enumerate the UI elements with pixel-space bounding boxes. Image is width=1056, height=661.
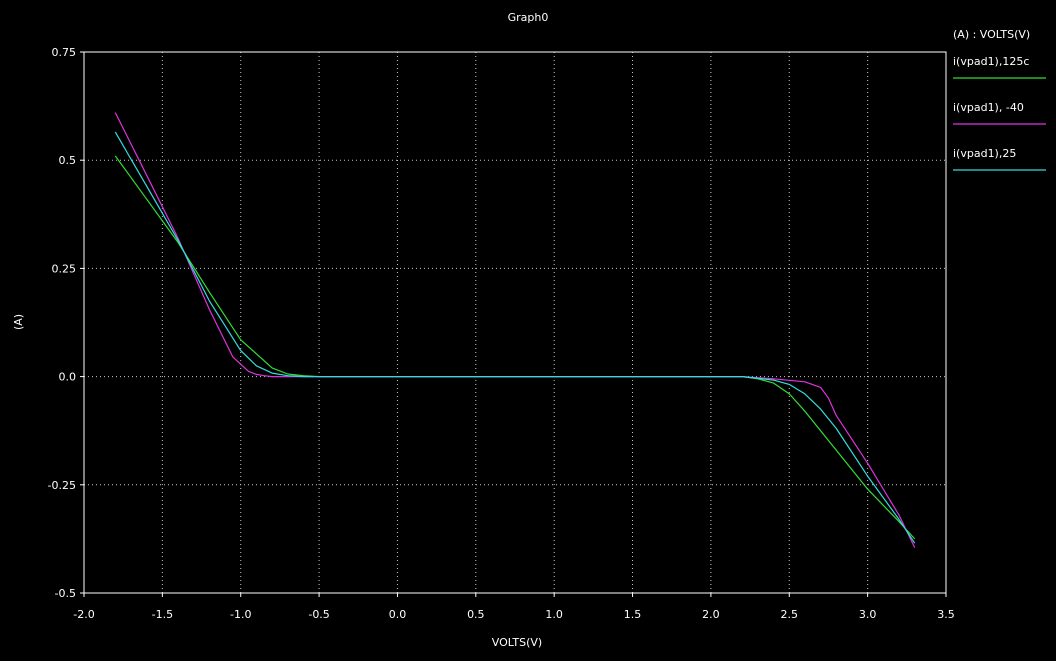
legend-item[interactable]: i(vpad1), -40 [953,101,1046,125]
x-tick-label: 2.5 [781,608,799,621]
legend-label: i(vpad1), -40 [953,101,1024,114]
chart-title: Graph0 [508,11,549,24]
x-tick-label: 3.0 [859,608,877,621]
x-axis-label: VOLTS(V) [492,636,542,649]
x-tick-label: 3.5 [937,608,955,621]
y-tick-label: 0.75 [52,46,77,59]
x-tick-label: 1.5 [624,608,642,621]
series-line [114,131,916,544]
x-tick-label: -0.5 [308,608,329,621]
legend-item[interactable]: i(vpad1),25 [953,147,1046,171]
x-tick-label: 2.0 [702,608,720,621]
y-tick-label: 0.25 [52,262,77,275]
series-line [114,112,916,548]
y-tick-label: -0.5 [55,587,76,600]
y-tick-label: 0.0 [59,371,77,384]
legend-label: i(vpad1),25 [953,147,1016,160]
x-tick-label: 1.0 [545,608,563,621]
y-axis-label: (A) [12,314,25,330]
legend-label: i(vpad1),125c [953,55,1029,68]
x-tick-label: -2.0 [73,608,94,621]
x-tick-label: -1.0 [230,608,251,621]
y-tick-label: 0.5 [59,154,77,167]
legend[interactable]: i(vpad1),125c i(vpad1), -40 i(vpad1),25 [953,55,1046,171]
legend-title: (A) : VOLTS(V) [953,28,1030,41]
x-tick-label: 0.5 [467,608,485,621]
grid-lines [84,52,946,593]
y-tick-label: -0.25 [48,479,76,492]
series-lines [114,112,916,548]
y-axis-ticks: 0.75 0.5 0.25 0.0 -0.25 -0.5 [48,46,84,600]
x-tick-label: -1.5 [152,608,173,621]
x-axis-ticks: -2.0 -1.5 -1.0 -0.5 0.0 0.5 1.0 1.5 2.0 2.5 3.0 3.5 [73,593,955,621]
legend-item[interactable]: i(vpad1),125c [953,55,1046,79]
plot-area-frame [83,51,947,594]
x-tick-label: 0.0 [389,608,407,621]
series-line [114,155,916,540]
